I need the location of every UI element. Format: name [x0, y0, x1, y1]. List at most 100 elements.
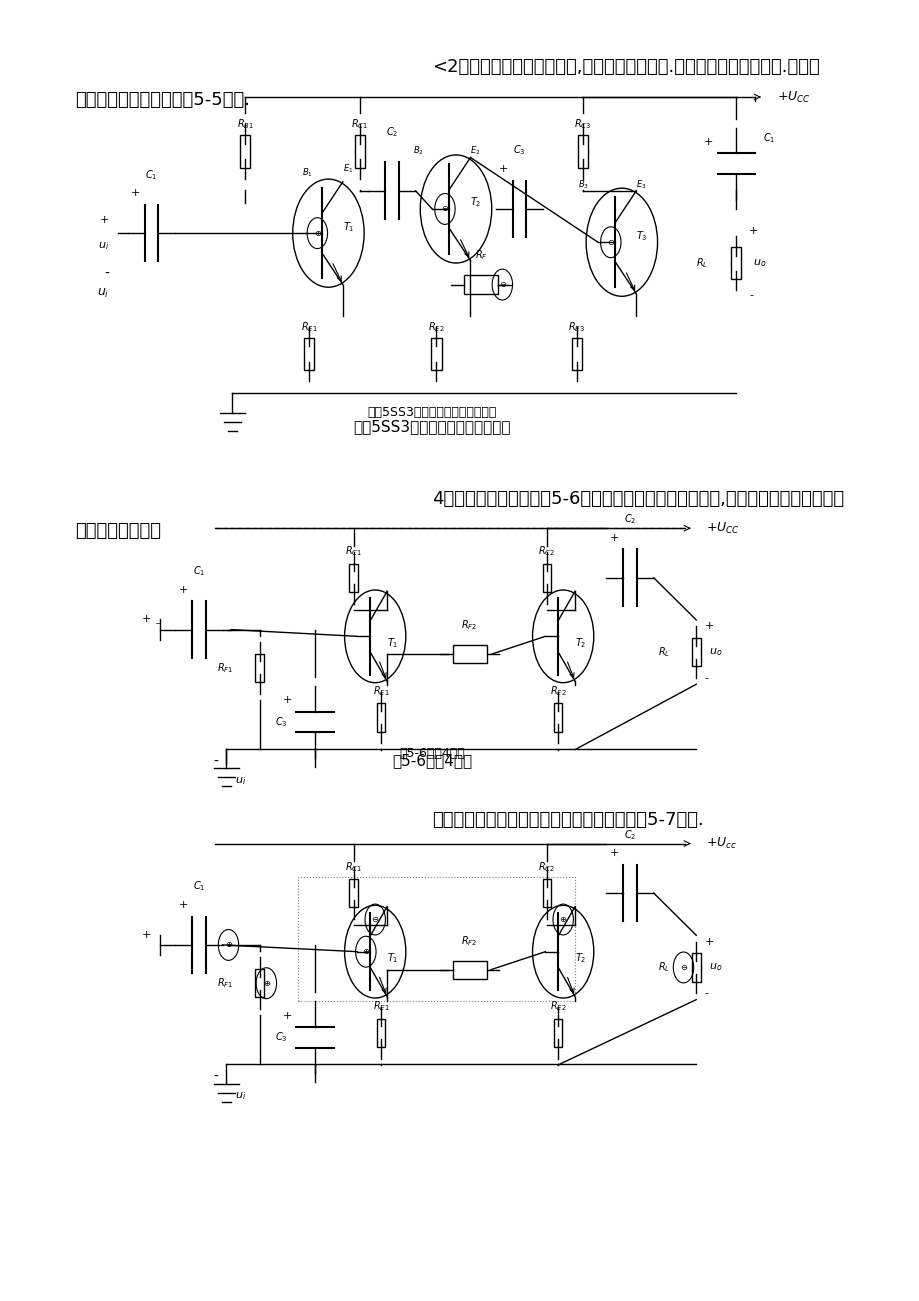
- Bar: [255, 969, 264, 998]
- Text: +: +: [142, 930, 152, 939]
- Text: $u_i$: $u_i$: [234, 1090, 245, 1102]
- Text: 解：用瞬时极性法分析电路中各点的极性如图5-7所示.: 解：用瞬时极性法分析电路中各点的极性如图5-7所示.: [432, 812, 703, 830]
- Text: -: -: [104, 267, 108, 281]
- Text: +: +: [498, 164, 508, 174]
- Text: $C_1$: $C_1$: [192, 565, 205, 578]
- Bar: [691, 637, 699, 666]
- Bar: [553, 1019, 562, 1047]
- Text: $T_2$: $T_2$: [470, 195, 482, 209]
- Text: ⊕: ⊕: [263, 978, 269, 987]
- Text: $R_{F1}$: $R_{F1}$: [217, 976, 233, 990]
- Text: $+U_{CC}$: $+U_{CC}$: [776, 90, 810, 104]
- Text: $R_{C3}$: $R_{C3}$: [573, 117, 591, 131]
- Text: $+U_{CC}$: $+U_{CC}$: [706, 520, 740, 536]
- Text: -: -: [213, 755, 218, 769]
- Text: $R_{C1}$: $R_{C1}$: [345, 860, 362, 874]
- Text: $u_i$: $u_i$: [234, 775, 245, 787]
- Text: $C_1$: $C_1$: [192, 879, 205, 894]
- Bar: [349, 879, 357, 907]
- Text: $R_{C2}$: $R_{C2}$: [538, 545, 555, 558]
- Bar: [452, 645, 486, 664]
- Bar: [463, 275, 497, 294]
- Text: $R_L$: $R_L$: [696, 256, 708, 271]
- Text: $R_{F2}$: $R_{F2}$: [461, 934, 477, 948]
- Text: $R_F$: $R_F$: [474, 248, 487, 262]
- Bar: [553, 704, 562, 731]
- Text: $u_i$: $u_i$: [96, 288, 108, 301]
- Bar: [691, 954, 699, 982]
- Text: ⊖: ⊖: [441, 204, 448, 213]
- Text: 图5-6计算4题图: 图5-6计算4题图: [399, 747, 465, 760]
- Text: $C_3$: $C_3$: [275, 1030, 288, 1045]
- Bar: [571, 338, 581, 371]
- Text: ⊕: ⊕: [313, 229, 321, 238]
- Text: 图和5SS3引入电流并联负馈的电路: 图和5SS3引入电流并联负馈的电路: [367, 406, 496, 419]
- Text: $R_{B1}$: $R_{B1}$: [236, 117, 254, 131]
- Text: -: -: [748, 290, 752, 301]
- Text: $T_2$: $T_2$: [574, 951, 586, 965]
- Text: +: +: [748, 226, 757, 237]
- Text: +: +: [99, 215, 108, 225]
- Text: $R_{C1}$: $R_{C1}$: [351, 117, 369, 131]
- Text: +: +: [282, 1011, 291, 1020]
- Text: $C_1$: $C_1$: [145, 168, 157, 182]
- Text: $T_1$: $T_1$: [387, 636, 398, 649]
- Bar: [542, 879, 550, 907]
- Text: 滤并联负馈后的电路如图5-5所示.: 滤并联负馈后的电路如图5-5所示.: [75, 91, 250, 108]
- Text: $E_3$: $E_3$: [636, 178, 646, 191]
- Text: $R_{E2}$: $R_{E2}$: [550, 999, 566, 1013]
- Bar: [355, 135, 365, 168]
- Text: $R_L$: $R_L$: [657, 645, 669, 660]
- Text: $C_2$: $C_2$: [623, 513, 635, 527]
- Text: +: +: [142, 614, 152, 624]
- Text: +: +: [608, 533, 618, 543]
- Text: $u_i$: $u_i$: [97, 241, 108, 252]
- Text: $B_1$: $B_1$: [302, 167, 312, 180]
- Text: $E_2$: $E_2$: [470, 144, 481, 157]
- Bar: [349, 563, 357, 592]
- Text: $u_o$: $u_o$: [709, 961, 721, 973]
- Text: $R_{F1}$: $R_{F1}$: [217, 661, 233, 675]
- Bar: [731, 247, 741, 280]
- Text: +: +: [704, 622, 713, 631]
- Bar: [431, 338, 441, 371]
- Text: ⊕: ⊕: [362, 947, 369, 956]
- Text: ⊕: ⊕: [559, 915, 566, 924]
- Text: $u_o$: $u_o$: [709, 647, 721, 658]
- Text: ⊖: ⊖: [371, 915, 379, 924]
- Text: $R_{E2}$: $R_{E2}$: [427, 320, 444, 333]
- Bar: [303, 338, 313, 371]
- Text: $R_{E1}$: $R_{E1}$: [372, 999, 389, 1013]
- Text: -: -: [704, 989, 708, 998]
- Bar: [452, 960, 486, 978]
- Text: ⊕: ⊕: [225, 941, 232, 950]
- Text: 图和5SS3引入电流并联负馈的电路: 图和5SS3引入电流并联负馈的电路: [353, 419, 510, 433]
- Text: ⊖: ⊖: [607, 238, 614, 247]
- Text: -: -: [213, 1071, 218, 1084]
- Text: $C_1$: $C_1$: [763, 131, 775, 144]
- Text: $R_{F2}$: $R_{F2}$: [461, 619, 477, 632]
- Text: +: +: [703, 137, 712, 147]
- Text: $C_3$: $C_3$: [513, 143, 525, 157]
- Text: $+U_{cc}$: $+U_{cc}$: [706, 837, 737, 851]
- Text: <2）要求伴出电流基本稳定,并能战小输入电阳.需要引入电流并联负馈.引入电: <2）要求伴出电流基本稳定,并能战小输入电阳.需要引入电流并联负馈.引入电: [432, 59, 819, 77]
- Bar: [577, 135, 587, 168]
- Text: $C_2$: $C_2$: [623, 827, 635, 842]
- Text: $R_L$: $R_L$: [657, 960, 669, 974]
- Text: 图5-6计算4题图: 图5-6计算4题图: [391, 753, 471, 769]
- Text: $B_2$: $B_2$: [413, 144, 424, 157]
- Text: $u_o$: $u_o$: [753, 258, 766, 269]
- Text: $C_3$: $C_3$: [275, 716, 288, 729]
- Text: ⊖: ⊖: [498, 280, 505, 289]
- Bar: [240, 135, 250, 168]
- Text: 4、某反馈放大电路如图5-6所示，指出电路中的反馈元件,并分析该反馈元件引入了: 4、某反馈放大电路如图5-6所示，指出电路中的反馈元件,并分析该反馈元件引入了: [432, 489, 844, 507]
- Text: $R_{E1}$: $R_{E1}$: [301, 320, 317, 333]
- Text: +: +: [608, 848, 618, 859]
- Text: +: +: [130, 189, 141, 198]
- Bar: [377, 1019, 385, 1047]
- Text: $T_3$: $T_3$: [636, 229, 647, 243]
- Bar: [377, 704, 385, 731]
- Text: $T_1$: $T_1$: [387, 951, 398, 965]
- Text: +: +: [178, 585, 187, 595]
- Bar: [298, 877, 574, 1002]
